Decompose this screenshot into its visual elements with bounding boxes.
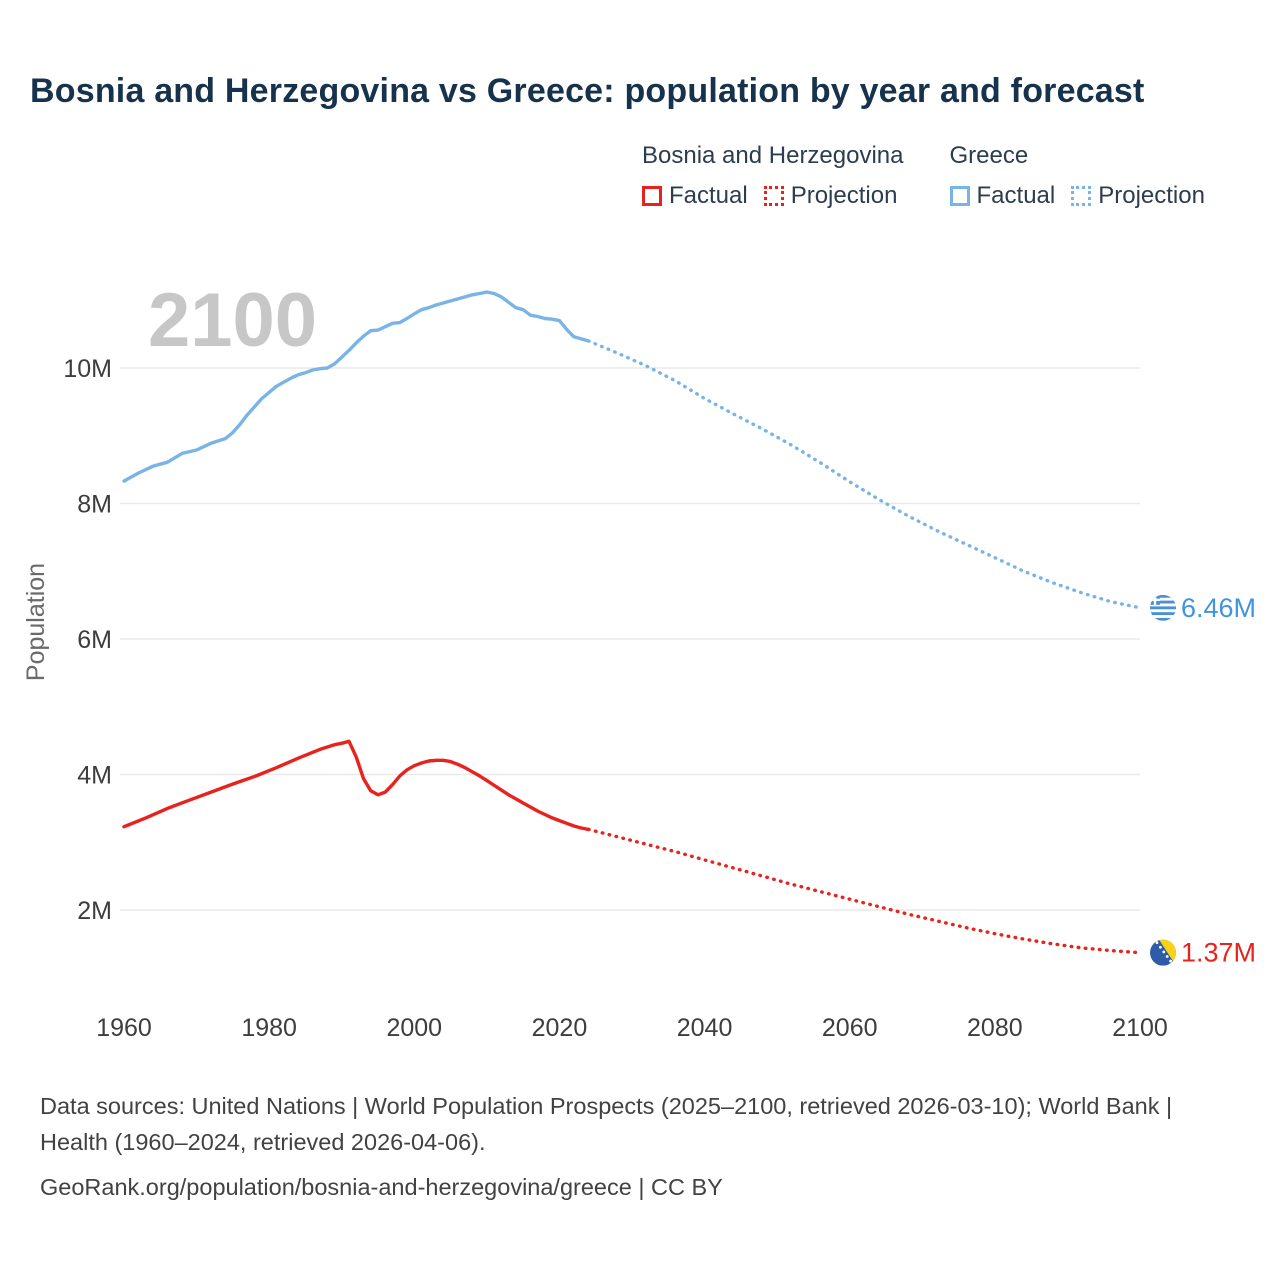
page-title: Bosnia and Herzegovina vs Greece: popula… — [30, 72, 1145, 110]
legend-item-label: Projection — [790, 182, 898, 209]
x-tick-label: 1980 — [241, 1014, 297, 1042]
x-tick-label: 2060 — [822, 1014, 878, 1042]
series-bosnia-projection-line — [586, 827, 1142, 955]
series-greece-factual-line — [122, 290, 591, 483]
greece-flag-icon — [1150, 594, 1176, 621]
y-tick-label: 10M — [63, 355, 112, 383]
x-tick-label: 2000 — [386, 1014, 442, 1042]
series-greece-projection-line — [586, 339, 1142, 610]
legend-group-title-bosnia: Bosnia and Herzegovina — [642, 142, 904, 169]
footer: Data sources: United Nations | World Pop… — [40, 1088, 1220, 1213]
x-tick-label: 2100 — [1112, 1014, 1168, 1042]
legend-item-label: Factual — [976, 182, 1056, 209]
y-tick-label: 8M — [77, 491, 112, 519]
legend-item-greece-projection[interactable]: Projection — [1071, 182, 1205, 210]
watermark-year: 2100 — [148, 278, 317, 363]
x-tick-label: 2020 — [532, 1014, 588, 1042]
legend-group-bosnia: Bosnia and Herzegovina Factual Projectio… — [642, 142, 904, 210]
legend-items-greece: Factual Projection — [949, 182, 1205, 210]
x-tick-label: 2080 — [967, 1014, 1023, 1042]
end-value-label-greece: 6.46M — [1181, 593, 1256, 623]
y-tick-label: 6M — [77, 626, 112, 654]
bosnia-flag-icon — [1150, 939, 1176, 966]
legend: Bosnia and Herzegovina Factual Projectio… — [642, 142, 1205, 210]
series-bosnia-factual-line — [122, 739, 591, 832]
legend-item-label: Factual — [669, 182, 748, 209]
legend-item-bosnia-projection[interactable]: Projection — [763, 182, 898, 210]
legend-group-title-greece: Greece — [949, 142, 1029, 169]
legend-swatch-red-dotted — [763, 186, 784, 206]
y-tick-label: 4M — [77, 762, 112, 790]
legend-swatch-blue-dotted — [1071, 186, 1092, 206]
legend-swatch-blue-solid — [949, 186, 970, 206]
y-tick-label: 2M — [77, 897, 112, 925]
end-value-label-bosnia: 1.37M — [1181, 938, 1256, 968]
footer-attribution-link: GeoRank.org/population/bosnia-and-herzeg… — [40, 1173, 723, 1200]
footer-data-sources: Data sources: United Nations | World Pop… — [40, 1093, 1173, 1156]
legend-item-label: Projection — [1098, 182, 1205, 209]
legend-swatch-red-solid — [642, 186, 662, 206]
x-tick-label: 2040 — [677, 1014, 733, 1042]
legend-item-greece-factual[interactable]: Factual — [949, 182, 1056, 210]
legend-item-bosnia-factual[interactable]: Factual — [642, 182, 748, 210]
legend-items-bosnia: Factual Projection — [642, 182, 904, 210]
y-axis-title: Population — [22, 563, 50, 681]
x-tick-label: 1960 — [96, 1014, 152, 1042]
legend-group-greece: Greece Factual Projection — [949, 142, 1205, 210]
